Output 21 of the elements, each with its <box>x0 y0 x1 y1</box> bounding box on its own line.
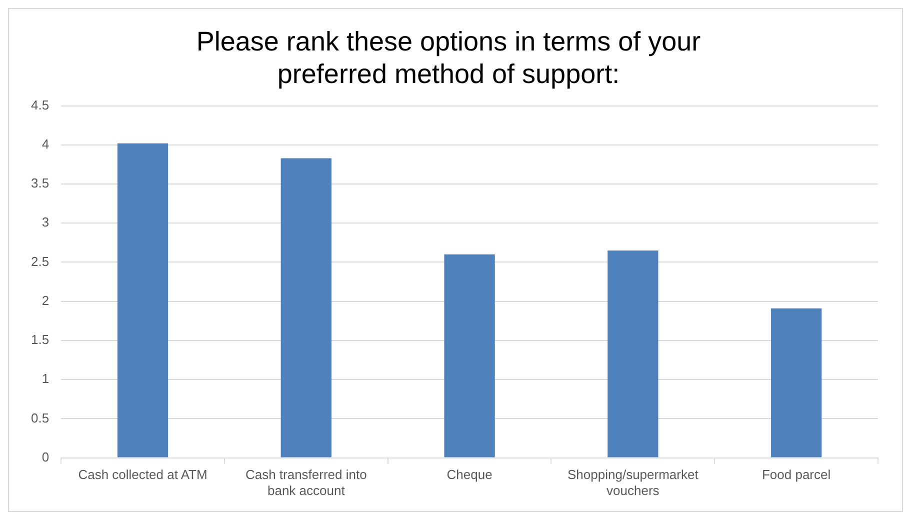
x-tick-label: Food parcel <box>762 467 831 482</box>
y-tick-label: 2.5 <box>30 254 50 269</box>
x-tick-label: Shopping/supermarket vouchers <box>568 467 699 498</box>
y-tick-label: 1.5 <box>30 332 50 348</box>
y-tick-label: 4.5 <box>30 97 50 112</box>
x-tick-label: Cash transferred into bank account <box>245 467 367 498</box>
y-tick-label: 3.5 <box>30 176 50 191</box>
y-tick-label: 1 <box>42 371 50 386</box>
bar <box>770 308 822 458</box>
bar <box>280 158 332 458</box>
y-tick-label: 2 <box>42 292 50 308</box>
chart-title: Please rank these options in terms of your preferred method of support: <box>196 26 701 90</box>
y-tick-label: 0.5 <box>30 410 50 426</box>
y-tick-label: 4 <box>42 136 50 152</box>
x-tick-label: Cheque <box>446 467 492 482</box>
bar <box>117 143 168 458</box>
y-tick-label: 0 <box>42 449 50 464</box>
bar <box>444 254 495 458</box>
y-tick-label: 3 <box>42 214 50 230</box>
bar <box>608 250 658 458</box>
x-tick-label: Cash collected at ATM <box>78 467 208 482</box>
